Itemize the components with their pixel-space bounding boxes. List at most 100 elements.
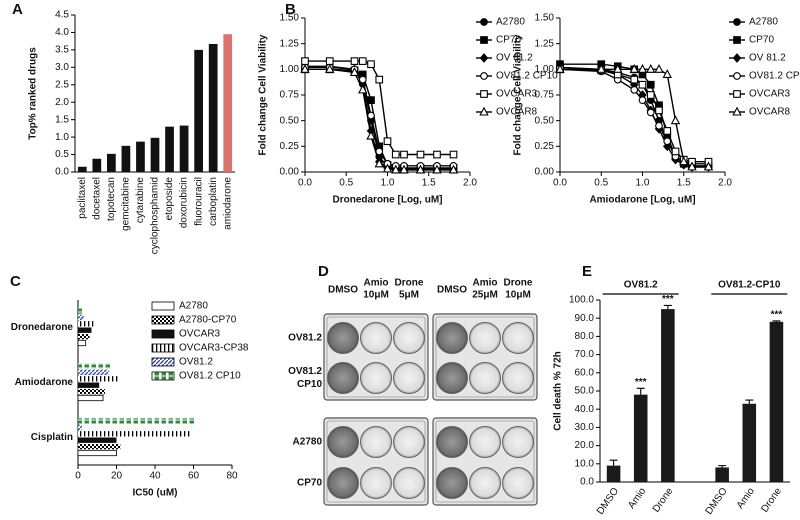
legend-label: A2780-CP70 (179, 315, 237, 326)
bar (77, 339, 87, 347)
marker (391, 150, 400, 159)
x-tick-label: topotecan (106, 177, 117, 221)
bar (78, 376, 119, 382)
y-tick-label: 0.0 (580, 477, 594, 488)
x-tick-label: 0.5 (594, 178, 608, 189)
marker (555, 63, 565, 73)
well (327, 467, 359, 499)
bar (661, 309, 675, 482)
marker (416, 150, 425, 159)
x-tick-label: 1.5 (422, 178, 436, 189)
marker (646, 91, 655, 99)
error-bar (663, 304, 672, 310)
y-tick-label: 3.5 (55, 45, 69, 56)
y-axis-label: Cell death % 72h (553, 351, 564, 430)
legend-label: A2780 (179, 301, 208, 312)
y-tick-label: 0.50 (535, 115, 555, 126)
marker (655, 106, 663, 115)
well (436, 322, 468, 354)
well (469, 322, 501, 354)
legend-label: OV81.2 (179, 357, 213, 368)
bar (107, 153, 116, 172)
well (502, 467, 534, 499)
y-tick-label: 1.0 (55, 132, 69, 143)
marker (358, 84, 368, 94)
y-tick-label: 0.50 (280, 115, 300, 126)
marker (654, 63, 664, 73)
well (360, 322, 392, 354)
row-label: CP70 (297, 478, 322, 489)
y-tick-label: 1.25 (280, 38, 300, 49)
well (502, 322, 534, 354)
bar (150, 137, 160, 172)
marker (358, 75, 367, 84)
y-tick-label: 1.25 (535, 38, 555, 49)
legend-marker (733, 18, 741, 26)
legend-marker (480, 18, 488, 26)
x-tick-label: etoposide (164, 177, 175, 221)
error-bar (772, 320, 781, 322)
marker (349, 67, 360, 76)
plate-inner (435, 316, 535, 398)
marker (596, 63, 606, 73)
marker (613, 63, 623, 73)
y-tick-label: 4.0 (55, 27, 69, 38)
error-bar (718, 465, 727, 468)
error-bar (745, 399, 754, 404)
x-tick-label: 80 (226, 471, 238, 482)
x-tick-label: cytarabine (135, 177, 146, 224)
well (469, 426, 501, 458)
marker (367, 111, 375, 120)
marker (400, 150, 408, 159)
y-tick-label: 70.0 (575, 349, 595, 360)
well (360, 362, 392, 394)
legend-label: OVCAR8 (496, 107, 538, 118)
bar (136, 141, 145, 172)
legend-label: CP70 (749, 35, 774, 46)
column-label: 25μM (472, 290, 498, 301)
marker (449, 150, 458, 159)
x-tick-label: docetaxel (91, 177, 102, 220)
well (469, 467, 501, 499)
y-tick-label: 50.0 (575, 386, 595, 397)
legend-label: OV81.2 CP10 (179, 371, 241, 382)
legend-marker (733, 72, 741, 80)
marker (638, 80, 647, 89)
bar (78, 333, 90, 340)
bar (77, 166, 87, 172)
bar (715, 467, 729, 482)
significance: *** (771, 310, 783, 321)
x-tick-label: DMSO (704, 486, 730, 517)
series-line (305, 60, 454, 156)
legend-marker (479, 53, 489, 63)
bar (165, 126, 174, 172)
legend-label: OV81.2 CP10 (496, 71, 558, 82)
marker (687, 161, 697, 171)
marker (638, 96, 647, 104)
y-tick-label: 0.00 (535, 167, 555, 178)
bar (606, 465, 621, 482)
legend-swatch (151, 343, 175, 353)
x-tick-label: 0.0 (553, 178, 567, 189)
well (502, 362, 534, 394)
x-tick-label: 0.5 (339, 178, 353, 189)
bar (121, 145, 131, 172)
column-label: DMSO (437, 285, 467, 296)
marker (300, 63, 310, 73)
legend-marker (480, 36, 488, 44)
column-label: 10μM (505, 290, 531, 301)
marker (679, 156, 689, 166)
legend-marker (733, 90, 741, 98)
x-tick-label: carboplatin (208, 177, 219, 226)
bar (78, 418, 196, 424)
y-tick-label: 0.75 (280, 90, 300, 101)
bar (179, 125, 189, 172)
bar (78, 363, 111, 369)
error-bar (636, 387, 645, 395)
bar (78, 321, 94, 327)
well (393, 322, 425, 354)
y-tick-label: 20.0 (575, 440, 595, 451)
column-label: Drone (504, 278, 533, 289)
marker (325, 57, 334, 65)
y-tick-label: 60.0 (575, 367, 595, 378)
